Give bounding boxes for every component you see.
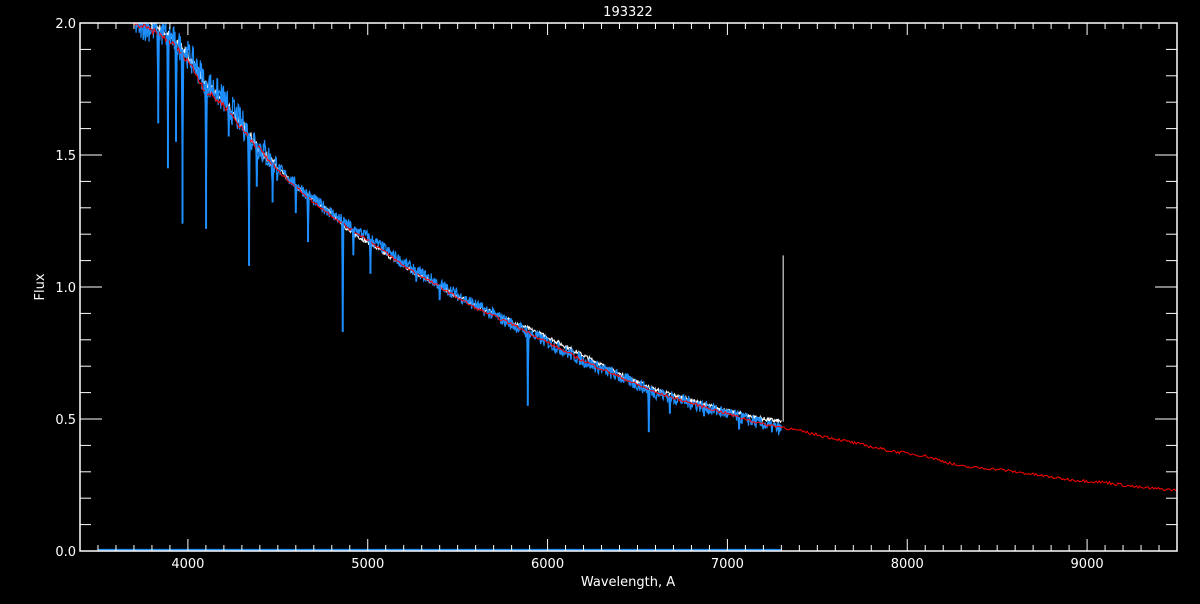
y-tick-label: 1.0 bbox=[55, 281, 76, 296]
x-tick-label: 8000 bbox=[891, 557, 924, 572]
x-axis-label: Wavelength, A bbox=[581, 575, 675, 590]
y-tick-label: 0.5 bbox=[55, 413, 76, 428]
y-tick-label: 0.0 bbox=[55, 545, 76, 560]
x-tick-label: 6000 bbox=[531, 557, 564, 572]
x-tick-label: 4000 bbox=[171, 557, 204, 572]
x-tick-label: 5000 bbox=[351, 557, 384, 572]
y-tick-label: 1.5 bbox=[55, 149, 76, 164]
observed-spectrum-line bbox=[134, 21, 782, 424]
x-tick-label: 7000 bbox=[711, 557, 744, 572]
x-tick-label: 9000 bbox=[1071, 557, 1104, 572]
model-spectrum-line bbox=[133, 22, 1178, 492]
chart-title: 193322 bbox=[603, 5, 653, 20]
y-axis-label: Flux bbox=[33, 273, 48, 300]
y-tick-label: 2.0 bbox=[55, 17, 76, 32]
blue-spectrum-line bbox=[134, 21, 782, 436]
